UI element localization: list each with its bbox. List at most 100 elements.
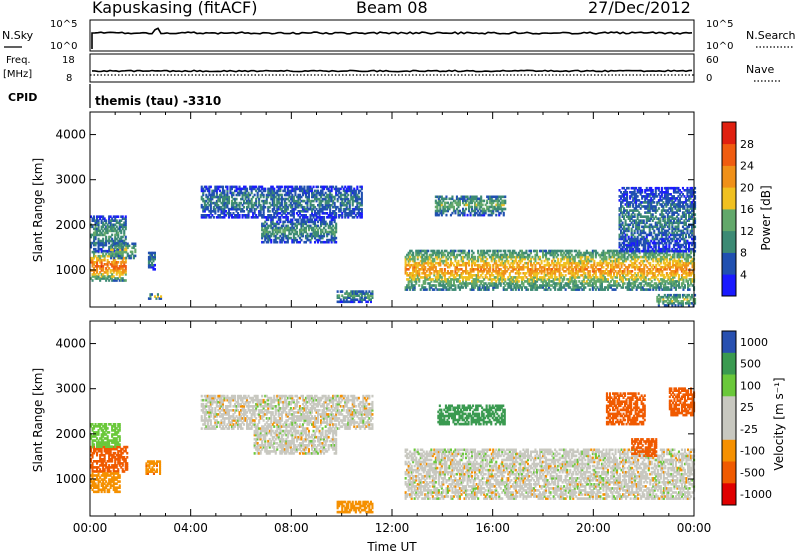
echo-cell xyxy=(361,192,363,195)
echo-cell xyxy=(622,222,624,225)
echo-cell xyxy=(128,245,130,248)
echo-cell xyxy=(504,278,506,281)
echo-cell xyxy=(306,216,308,219)
echo-cell xyxy=(565,274,567,277)
cpid-label: CPID xyxy=(8,91,37,104)
cpid-text: themis (tau) -3310 xyxy=(95,94,221,108)
echo-cell xyxy=(504,200,506,203)
echo-cell xyxy=(246,188,248,191)
echo-cell xyxy=(236,198,238,201)
echo-cell xyxy=(584,272,586,275)
echo-cell xyxy=(254,194,256,197)
echo-cell xyxy=(313,186,315,189)
echo-cell xyxy=(239,214,241,217)
echo-cell xyxy=(587,266,589,269)
echo-cell xyxy=(504,250,506,253)
echo-cell xyxy=(121,243,123,246)
echo-cell xyxy=(125,279,127,282)
freq-panel-frame xyxy=(90,54,694,82)
echo-cell xyxy=(134,255,136,258)
echo-cell xyxy=(527,288,529,291)
echo-cell xyxy=(264,188,266,191)
echo-cell xyxy=(689,288,691,291)
echo-cell xyxy=(530,250,532,253)
echo-cell xyxy=(454,284,456,287)
echo-cell xyxy=(495,260,497,263)
freq-panel: Freq. [MHz] 18 8 60 0 Nave xyxy=(3,54,780,84)
echo-cell xyxy=(347,194,349,197)
echo-cell xyxy=(626,191,628,194)
echo-cell xyxy=(264,206,266,209)
echo-cell xyxy=(571,250,573,253)
echo-cell xyxy=(445,214,447,217)
echo-cell xyxy=(157,293,159,296)
echo-cell xyxy=(473,252,475,255)
echo-cell xyxy=(228,196,230,199)
echo-cell xyxy=(279,219,281,222)
echo-cell xyxy=(356,186,358,189)
echo-cell xyxy=(267,219,269,222)
echo-cell xyxy=(270,239,272,242)
echo-cell xyxy=(489,250,491,253)
echo-cell xyxy=(151,293,153,296)
echo-cell xyxy=(223,190,225,193)
beam-title: Beam 08 xyxy=(356,0,428,17)
echo-cell xyxy=(154,264,156,267)
echo-cell xyxy=(435,266,437,269)
echo-cell xyxy=(500,250,502,253)
date-title: 27/Dec/2012 xyxy=(588,0,691,17)
echo-cell xyxy=(281,186,283,189)
echo-cell xyxy=(105,219,107,222)
echo-cell xyxy=(341,290,343,293)
echo-cell xyxy=(467,214,469,217)
echo-cell xyxy=(684,284,686,287)
echo-cell xyxy=(507,260,509,263)
echo-cell xyxy=(541,260,543,263)
nave-label: Nave xyxy=(746,63,774,76)
echo-cell xyxy=(607,278,609,281)
freq-label: Freq. xyxy=(6,55,31,66)
echo-cell xyxy=(605,256,607,259)
echo-cell xyxy=(323,216,325,219)
echo-cell xyxy=(445,196,447,199)
echo-cell xyxy=(525,250,527,253)
echo-cell xyxy=(575,280,577,283)
echo-cell xyxy=(335,223,337,226)
freq-unit-label: [MHz] xyxy=(3,69,32,80)
echo-cell xyxy=(451,196,453,199)
echo-cell xyxy=(131,251,133,254)
echo-cell xyxy=(112,249,114,252)
echo-cell xyxy=(335,237,337,240)
echo-cell xyxy=(602,266,604,269)
echo-cell xyxy=(468,250,470,253)
echo-cell xyxy=(105,236,107,239)
echo-cell xyxy=(536,250,538,253)
echo-cell xyxy=(117,215,119,218)
noise-tick-right-top: 10^5 xyxy=(706,19,733,30)
echo-cell xyxy=(222,186,224,189)
echo-cell xyxy=(649,262,651,265)
echo-cell xyxy=(273,188,275,191)
echo-cell xyxy=(335,241,337,244)
echo-cell xyxy=(285,202,287,205)
echo-cell xyxy=(337,290,339,293)
echo-cell xyxy=(444,268,446,271)
echo-cell xyxy=(550,288,552,291)
echo-cell xyxy=(426,288,428,291)
echo-cell xyxy=(263,194,265,197)
echo-cell xyxy=(291,219,293,222)
echo-cell xyxy=(296,231,298,234)
echo-cell xyxy=(539,256,541,259)
echo-cell xyxy=(465,208,467,211)
echo-cell xyxy=(678,274,680,277)
nave-tick-bottom: 0 xyxy=(706,73,712,84)
echo-cell xyxy=(495,214,497,217)
echo-cell xyxy=(486,258,488,261)
echo-cell xyxy=(371,290,373,293)
echo-cell xyxy=(593,260,595,263)
echo-cell xyxy=(424,266,426,269)
echo-cell xyxy=(454,250,456,253)
noise-tick-right-bottom: 10^0 xyxy=(706,41,733,52)
nsky-label: N.Sky xyxy=(2,29,34,42)
